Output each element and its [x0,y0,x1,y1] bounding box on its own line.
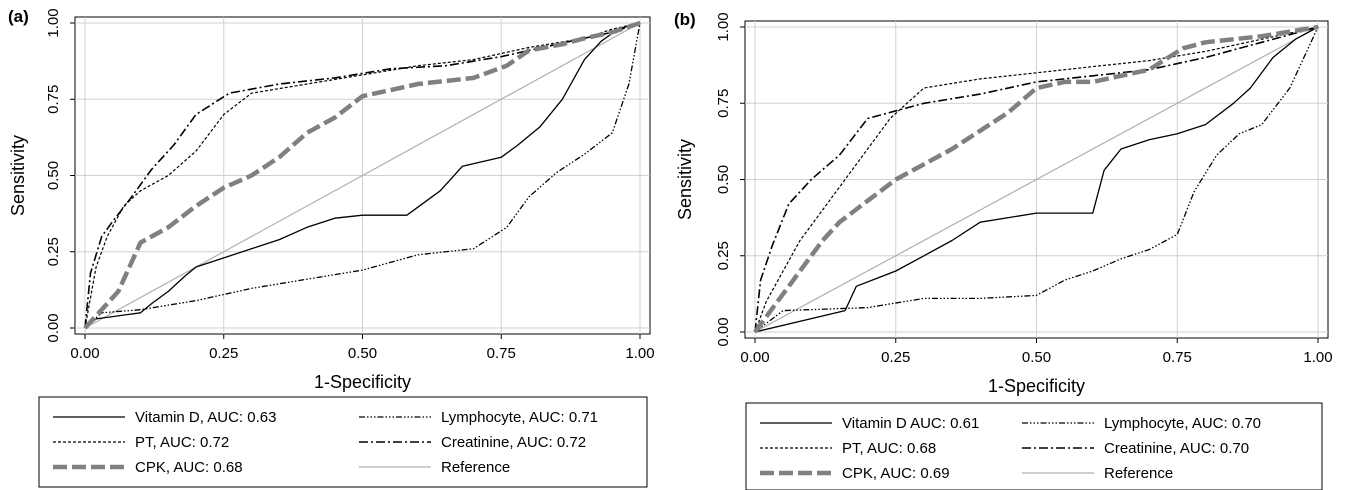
y-axis-label: Sensitivity [8,135,28,216]
y-tick-label: 0.50 [45,161,62,190]
y-tick-label: 0.25 [45,237,62,266]
y-tick-label: 0.00 [45,313,62,342]
y-tick-label: 1.00 [715,12,732,41]
series-line-1 [84,22,641,329]
legend-label: Reference [441,459,510,476]
y-tick-label: 0.00 [715,317,732,346]
panel-label: (b) [674,10,696,29]
legend-label: Creatinine, AUC: 0.70 [1104,440,1249,457]
x-tick-label: 0.25 [881,349,910,366]
x-tick-label: 0.50 [1022,349,1051,366]
legend-label: CPK, AUC: 0.69 [842,465,950,482]
legend: Vitamin D, AUC: 0.63 Lymphocyte, AUC: 0.7… [38,396,648,488]
series-line-5 [754,26,1319,333]
chart-panel-a: 0.00 0.25 0.50 0.75 1.00 0.00 0.25 0.50 0.75 1.00… [8,7,655,488]
legend-label: Reference [1104,465,1173,482]
legend-box [38,396,648,488]
series-line-0 [754,26,1319,333]
y-tick-label: 1.00 [45,8,62,37]
legend-label: Lymphocyte, AUC: 0.70 [1104,415,1261,432]
y-axis-label: Sensitivity [675,139,695,220]
series-line-4 [83,20,641,330]
series-line-5 [84,22,641,329]
x-tick-label: 0.50 [348,345,377,362]
legend-box [745,402,1323,490]
x-tick-label: 0.75 [1163,349,1192,366]
series-line-3 [754,26,1319,333]
series-line-3 [84,22,641,329]
chart-panel-b: 0.00 0.25 0.50 0.75 1.00 0.00 0.25 0.50 0.75 1.00… [674,10,1333,490]
x-axis-label: 1-Specificity [988,376,1085,396]
series-line-2 [754,26,1319,333]
x-tick-label: 1.00 [1303,349,1332,366]
legend-label: PT, AUC: 0.68 [842,440,936,457]
legend-label: Creatinine, AUC: 0.72 [441,434,586,451]
x-axis-label: 1-Specificity [314,372,411,392]
series-line-0 [84,22,641,329]
series-line-1 [754,26,1319,333]
panel-label: (a) [8,7,29,26]
legend-label: Vitamin D, AUC: 0.63 [135,409,276,426]
x-tick-label: 0.00 [740,349,769,366]
legend: Vitamin D AUC: 0.61 Lymphocyte, AUC: 0.70… [745,402,1323,490]
series-line-2 [84,22,641,329]
legend-label: Lymphocyte, AUC: 0.71 [441,409,598,426]
legend-label: PT, AUC: 0.72 [135,434,229,451]
y-tick-label: 0.75 [45,85,62,114]
x-tick-label: 0.25 [209,345,238,362]
series-line-4 [753,24,1319,334]
legend-label: Vitamin D AUC: 0.61 [842,415,979,432]
y-tick-label: 0.25 [715,241,732,270]
x-tick-label: 1.00 [625,345,654,362]
x-tick-label: 0.75 [487,345,516,362]
x-tick-label: 0.00 [70,345,99,362]
y-tick-label: 0.75 [715,89,732,118]
legend-label: CPK, AUC: 0.68 [135,459,243,476]
y-tick-label: 0.50 [715,165,732,194]
